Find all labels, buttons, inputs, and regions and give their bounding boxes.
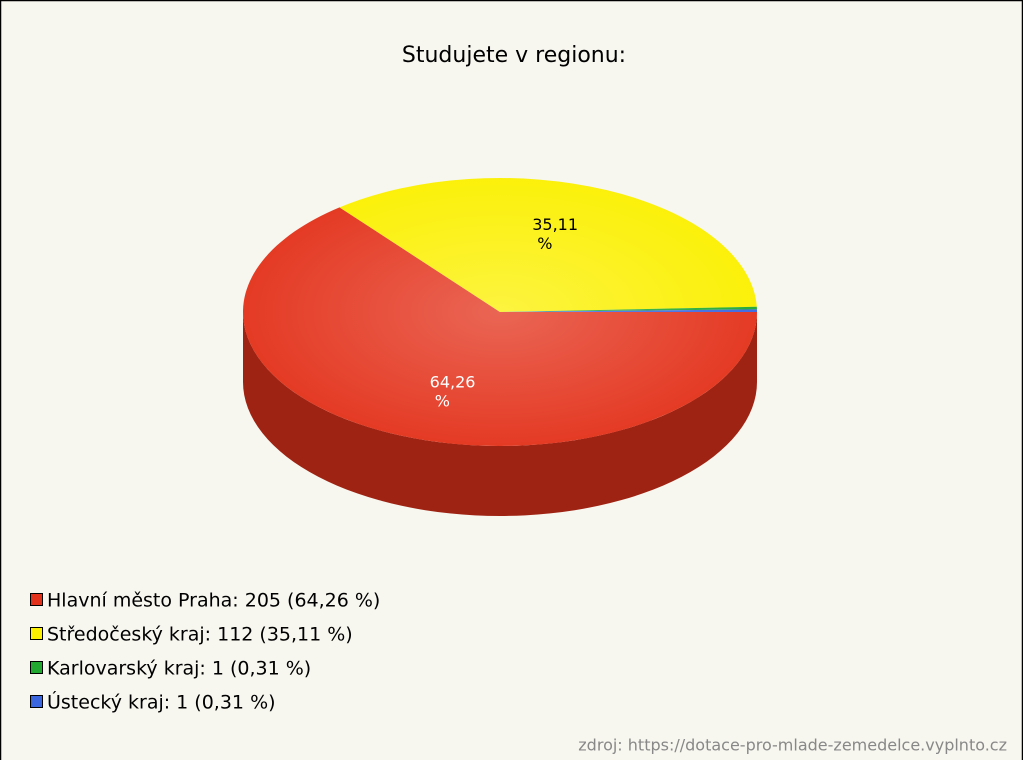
legend-label: Hlavní město Praha: 205 (64,26 %) <box>47 590 380 612</box>
source-note: zdroj: https://dotace-pro-mlade-zemedelc… <box>578 736 1007 755</box>
legend-label: Karlovarský kraj: 1 (0,31 %) <box>47 658 311 680</box>
slice-side <box>243 312 757 516</box>
slice-label: 35,11 % <box>532 214 578 252</box>
chart-title: Studujete v regionu: <box>402 43 626 68</box>
legend-swatch <box>30 695 43 708</box>
legend-swatch <box>30 627 43 640</box>
legend-label: Středočeský kraj: 112 (35,11 %) <box>47 624 353 646</box>
legend-label: Ústecký kraj: 1 (0,31 %) <box>47 690 276 714</box>
slice-label: 64,26 % <box>430 372 476 410</box>
legend-swatch <box>30 661 43 674</box>
legend-swatch <box>30 593 43 606</box>
